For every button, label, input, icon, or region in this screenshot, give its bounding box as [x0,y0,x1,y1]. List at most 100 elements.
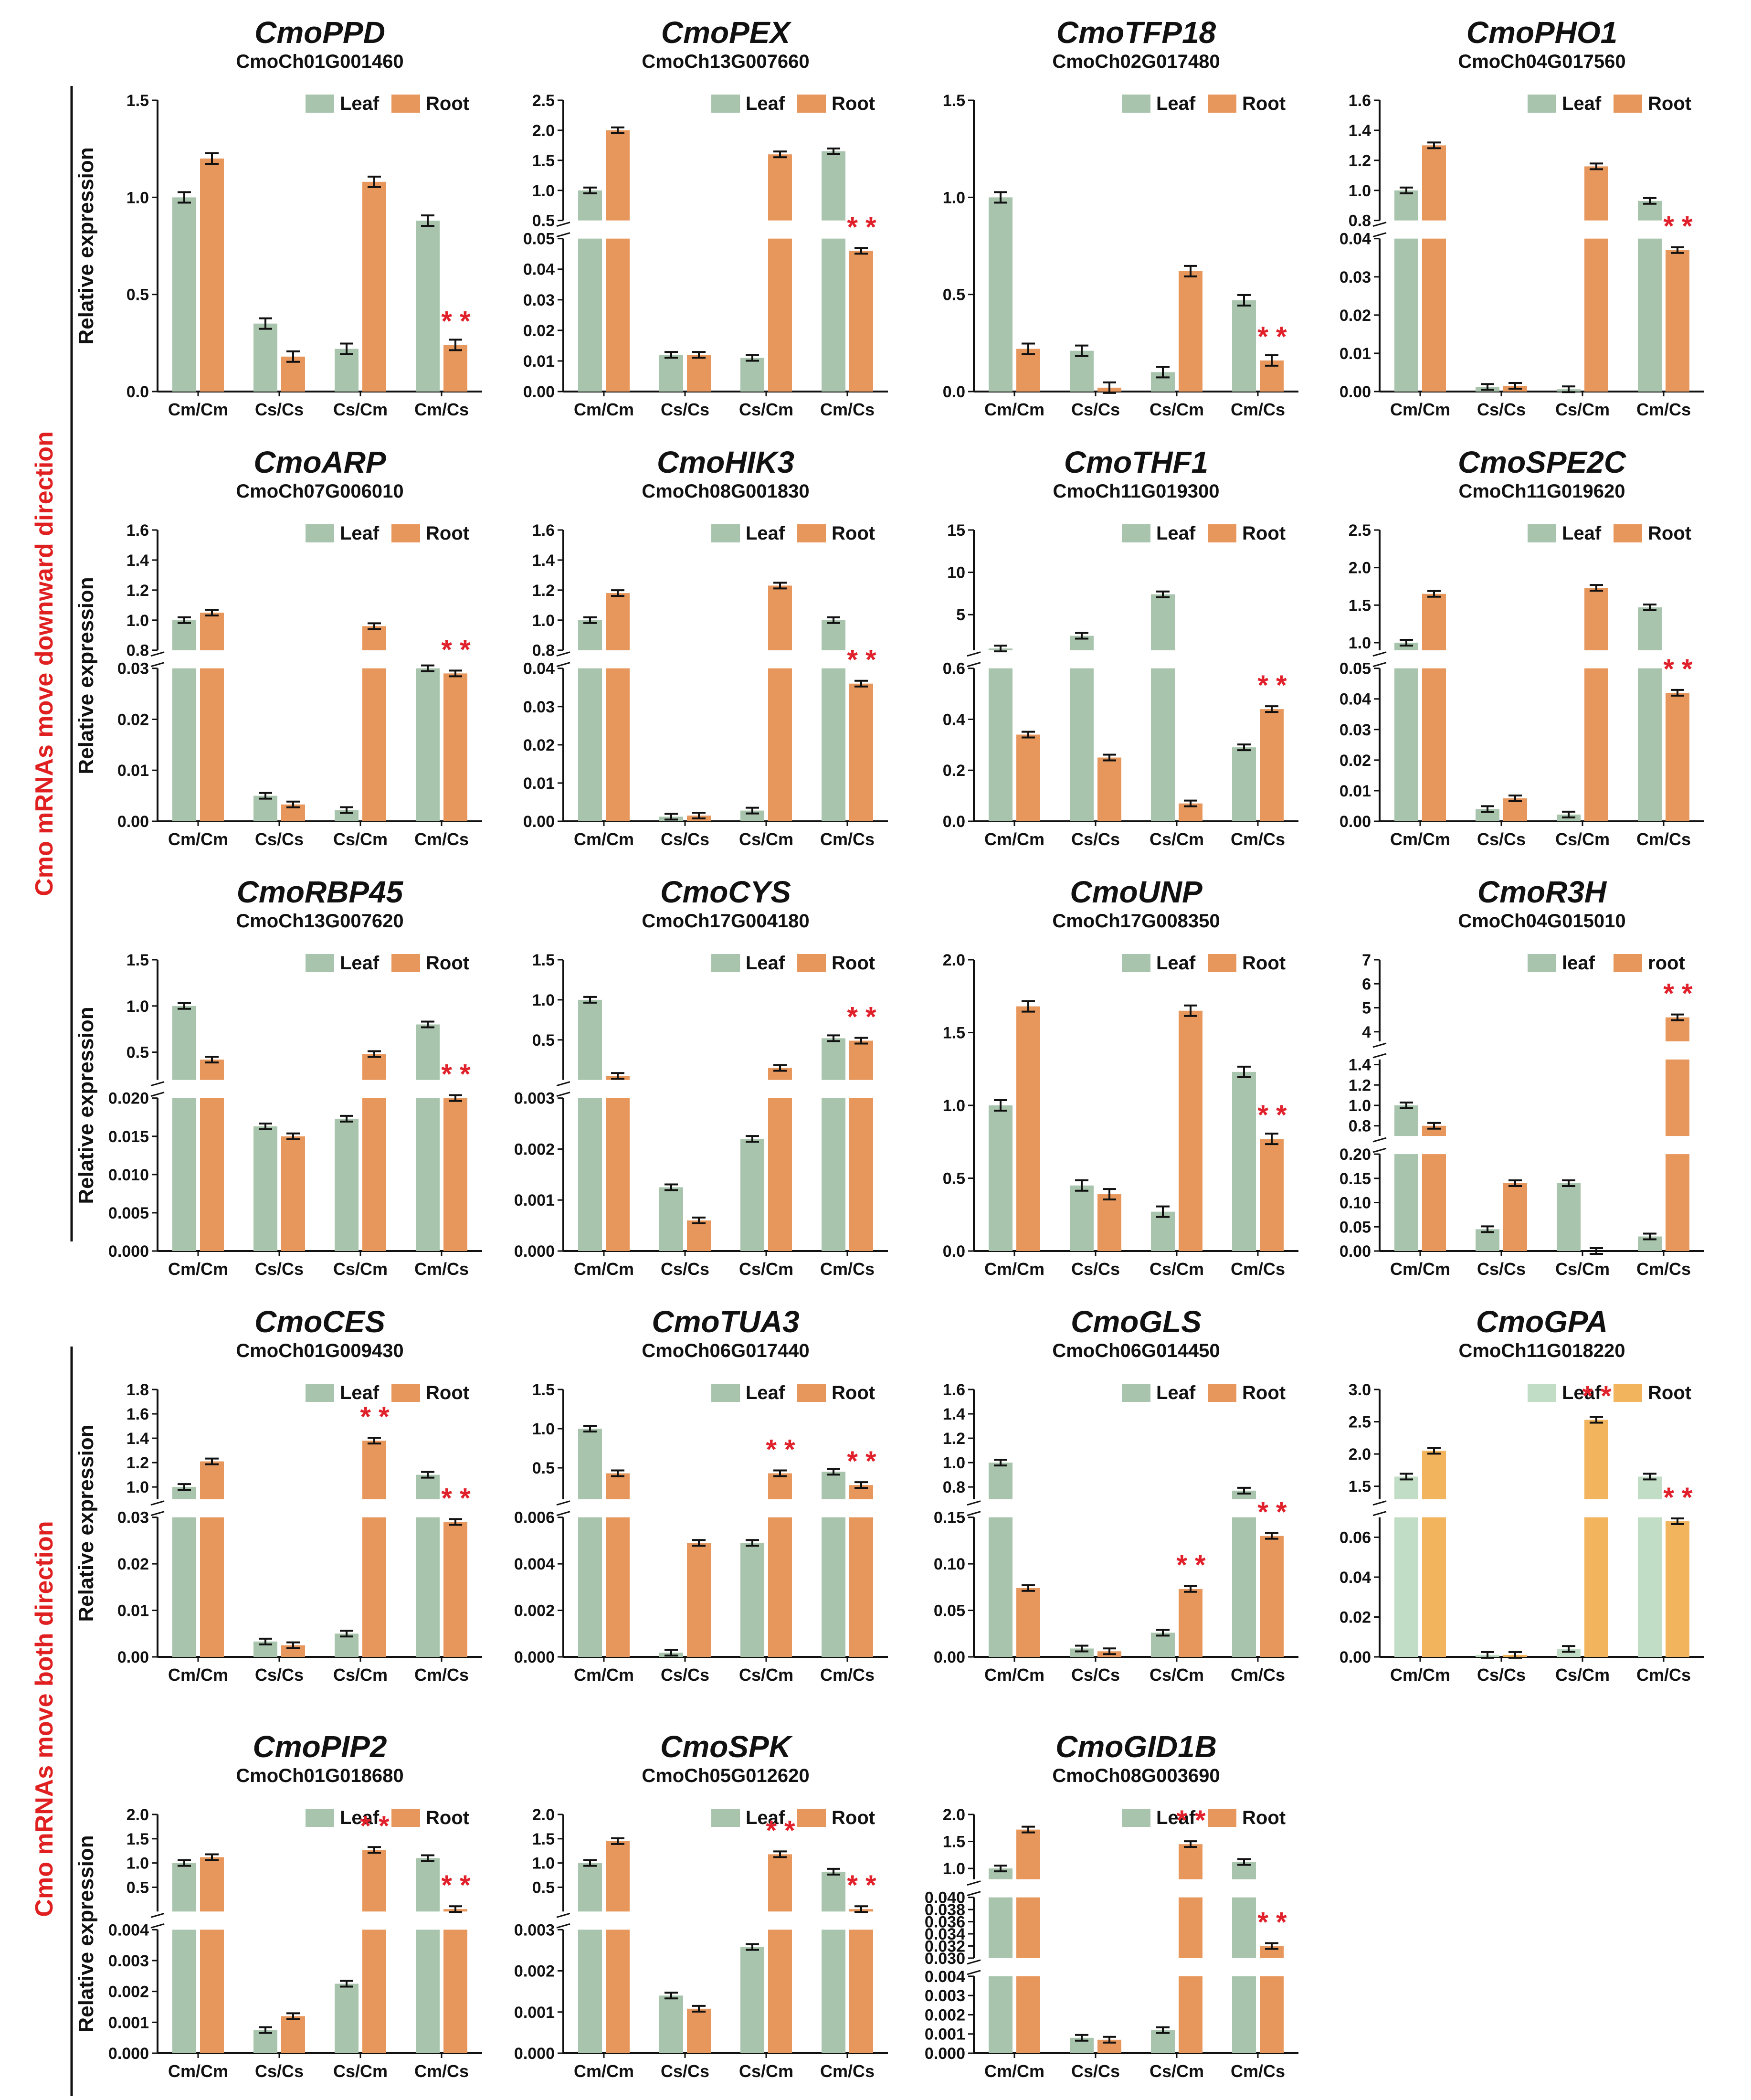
bar-root [1016,1897,1040,1958]
axis-break-mark [556,1912,570,1918]
axis-break-mark [150,1081,165,1087]
chart-title: CmoCYS [660,875,791,909]
y-tick-label: 1.2 [127,1454,149,1472]
legend-swatch-leaf [711,524,740,542]
legend-label-root: Root [1242,523,1286,544]
chart-subtitle: CmoCh08G003690 [1052,1765,1220,1786]
y-tick-label: 0.5 [127,1044,149,1062]
y-tick-label: 1.2 [532,582,555,600]
bar-root [1016,1976,1040,2053]
x-tick-label: Cm/Cm [984,1259,1044,1279]
bar-leaf [740,1947,764,2053]
y-tick-label: 0.04 [1340,690,1371,709]
y-tick-label: 1.5 [532,1381,555,1399]
y-tick-label: 0.6 [943,660,965,678]
bar-root [1179,1010,1202,1251]
bar-root [1179,1589,1202,1657]
legend-label-leaf: Leaf [1156,1382,1196,1403]
bar-root [606,1841,630,1912]
axis-break-mark [1372,1053,1387,1059]
y-tick-label: 0.04 [1340,230,1371,248]
legend-label-leaf: Leaf [1562,523,1602,544]
bar-leaf [172,668,196,821]
legend-swatch-root [1614,95,1642,113]
bar-root [849,1517,873,1657]
legend-swatch-root [797,954,826,972]
x-tick-label: Cm/Cm [168,2061,228,2081]
y-tick-label: 0.034 [925,1925,965,1943]
y-tick-label: 5 [1362,999,1371,1018]
x-tick-label: Cm/Cs [414,1259,469,1279]
bar-root [768,1930,792,2053]
axis-break-mark [150,1500,165,1506]
x-tick-label: Cs/Cm [739,2061,793,2081]
bar-leaf [578,1098,602,1251]
x-tick-label: Cs/Cm [333,2061,388,2081]
y-tick-label: 5 [956,606,965,624]
chart-subtitle: CmoCh11G018220 [1458,1340,1625,1361]
x-tick-label: Cs/Cs [661,2061,709,2081]
axis-break-mark [150,651,165,657]
bar-root [362,668,386,821]
legend-label-root: Root [1648,1382,1691,1403]
bar-root [200,1098,224,1251]
chart-subtitle: CmoCh17G008350 [1052,911,1220,932]
significance-stars: * * [1257,1907,1287,1938]
bar-leaf [578,1517,602,1657]
bar-root [1422,594,1446,650]
y-tick-label: 0.020 [108,1090,149,1108]
significance-stars: * * [847,1870,876,1901]
chart-subtitle: CmoCh01G009430 [236,1340,403,1361]
y-tick-label: 0.010 [108,1166,149,1184]
y-tick-label: 0.5 [127,1878,149,1897]
bar-leaf [822,1930,845,2053]
bar-root [1422,1154,1446,1251]
chart-subtitle: CmoCh17G004180 [642,911,809,932]
x-tick-label: Cs/Cs [1071,2061,1120,2081]
bar-root [1584,238,1608,392]
y-tick-label: 0.02 [117,1555,149,1573]
bar-root [1666,1521,1689,1657]
legend-label-root: Root [1242,1382,1286,1403]
legend-label-root: Root [832,1807,875,1828]
chart-title: CmoTHF1 [1064,445,1208,479]
bar-leaf [989,1897,1013,1958]
bar-root [1016,349,1040,392]
y-tick-label: 0.2 [943,762,965,780]
legend-swatch-leaf [1122,95,1150,113]
bar-leaf [822,238,845,392]
bar-leaf [989,1463,1013,1499]
bar-root [768,1854,792,1912]
y-tick-label: 1.6 [127,1405,149,1423]
legend-swatch-root [391,1384,420,1402]
bar-leaf [253,2030,277,2053]
chart-subtitle: CmoCh13G007620 [236,911,403,932]
bar-leaf [416,1474,440,1499]
bar-root [687,2008,711,2053]
axis-break-mark [150,1912,165,1918]
y-tick-label: 0.02 [523,322,555,340]
chart-subtitle: CmoCh07G006010 [236,481,403,502]
legend-label-leaf: Leaf [340,1807,380,1828]
bar-leaf [822,1472,845,1499]
y-tick-label: 0.00 [1340,1648,1371,1666]
bar-root [768,1098,792,1251]
y-tick-label: 0.04 [523,261,555,279]
bar-root [443,1930,467,2053]
y-tick-label: 0.004 [925,1968,965,1986]
y-tick-label: 0.003 [108,1952,149,1970]
legend-swatch-leaf [306,1809,334,1827]
x-tick-label: Cs/Cs [1477,1665,1526,1685]
legend-swatch-leaf [1528,1384,1556,1402]
bar-root [1666,1017,1689,1041]
significance-stars: * * [1257,1100,1287,1131]
y-tick-label: 0.01 [117,1602,149,1620]
y-tick-label: 1.6 [943,1381,965,1399]
y-tick-label: 1.0 [1349,634,1371,652]
chart-subtitle: CmoCh11G019620 [1458,481,1625,502]
